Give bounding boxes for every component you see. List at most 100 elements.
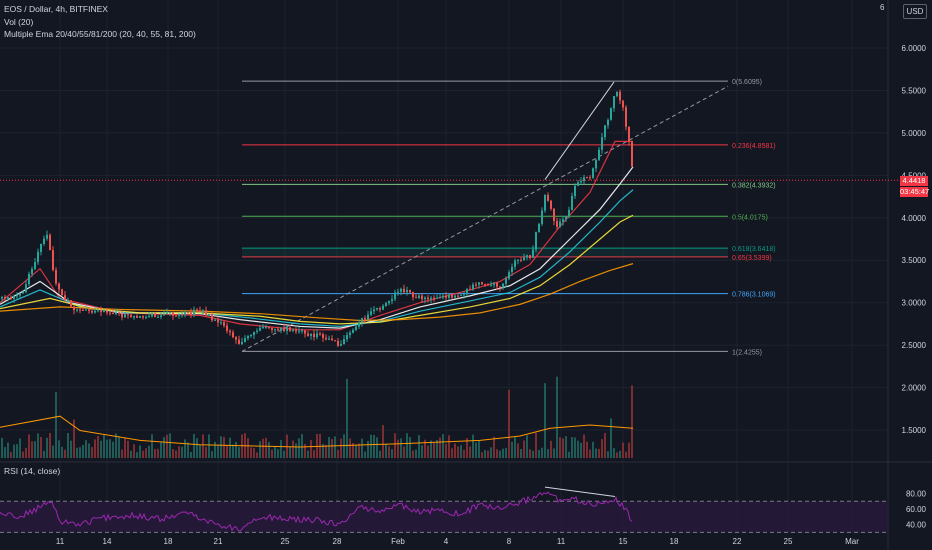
volume-bar bbox=[52, 445, 54, 458]
price-tick-label: 4.5000 bbox=[902, 171, 927, 180]
rsi-band bbox=[0, 501, 888, 533]
candle-body bbox=[343, 339, 345, 345]
candle-body bbox=[265, 326, 267, 328]
volume-bar bbox=[505, 448, 507, 458]
volume-bar bbox=[307, 450, 309, 458]
candle-body bbox=[301, 330, 303, 332]
volume-bar bbox=[325, 444, 327, 458]
volume-bar bbox=[601, 439, 603, 458]
candle-body bbox=[604, 125, 606, 138]
candle-body bbox=[355, 326, 357, 330]
volume-bar bbox=[421, 445, 423, 458]
volume-bar bbox=[481, 452, 483, 458]
volume-bar bbox=[427, 445, 429, 458]
volume-bar bbox=[112, 441, 114, 458]
candle-body bbox=[574, 185, 576, 196]
volume-bar bbox=[388, 446, 390, 458]
currency-button[interactable]: USD bbox=[903, 4, 927, 19]
symbol-legend[interactable]: EOS / Dollar, 4h, BITFINEX bbox=[4, 4, 108, 14]
candle-body bbox=[418, 295, 420, 299]
candle-body bbox=[577, 182, 579, 186]
candle-body bbox=[322, 334, 324, 338]
time-tick-label: 15 bbox=[619, 537, 628, 546]
candle-body bbox=[412, 292, 414, 298]
volume-bar bbox=[241, 434, 243, 458]
volume-bar bbox=[145, 448, 147, 458]
volume-bar bbox=[184, 439, 186, 458]
volume-bar bbox=[535, 432, 537, 458]
volume-bar bbox=[70, 440, 72, 458]
candle-body bbox=[268, 326, 270, 329]
ema-line bbox=[0, 166, 634, 329]
candle-body bbox=[151, 313, 153, 317]
price-tick-label: 5.5000 bbox=[902, 86, 927, 95]
candle-body bbox=[508, 272, 510, 279]
candle-body bbox=[541, 210, 543, 224]
candle-body bbox=[535, 232, 537, 250]
volume-bar bbox=[13, 444, 15, 458]
candle-body bbox=[475, 284, 477, 286]
candle-body bbox=[277, 329, 279, 331]
candle-body bbox=[388, 301, 390, 304]
volume-bar bbox=[526, 435, 528, 458]
volume-bar bbox=[193, 433, 195, 458]
volume-bar bbox=[457, 446, 459, 458]
volume-bar bbox=[283, 450, 285, 458]
volume-bar bbox=[502, 448, 504, 458]
volume-bar bbox=[577, 440, 579, 458]
volume-bar bbox=[463, 450, 465, 458]
candle-body bbox=[457, 295, 459, 297]
rsi-legend[interactable]: RSI (14, close) bbox=[4, 466, 61, 476]
volume-legend[interactable]: Vol (20) bbox=[4, 17, 34, 27]
candle-body bbox=[97, 310, 99, 312]
time-tick-label: Feb bbox=[391, 537, 405, 546]
volume-bar bbox=[340, 438, 342, 458]
candle-body bbox=[157, 316, 159, 318]
candle-body bbox=[226, 325, 228, 331]
candle-body bbox=[382, 305, 384, 310]
rsi-tick-label: 40.00 bbox=[906, 521, 927, 530]
candle-body bbox=[244, 338, 246, 342]
volume-bar bbox=[358, 443, 360, 458]
volume-bar bbox=[187, 442, 189, 458]
candle-body bbox=[262, 327, 264, 329]
candle-body bbox=[532, 249, 534, 258]
volume-bar bbox=[298, 438, 300, 458]
volume-bar bbox=[496, 449, 498, 458]
candle-body bbox=[385, 303, 387, 306]
volume-bar bbox=[328, 437, 330, 458]
price-tick-label: 3.0000 bbox=[902, 299, 927, 308]
volume-bar bbox=[529, 449, 531, 458]
candle-body bbox=[616, 91, 618, 97]
volume-bar bbox=[436, 440, 438, 458]
volume-bar bbox=[424, 439, 426, 458]
volume-bar bbox=[442, 434, 444, 458]
time-tick-label: 25 bbox=[784, 537, 793, 546]
time-tick-label: 11 bbox=[56, 537, 65, 546]
candle-body bbox=[40, 243, 42, 252]
rsi-tick-label: 80.00 bbox=[906, 489, 927, 498]
volume-bar bbox=[202, 434, 204, 458]
volume-bar bbox=[1, 437, 3, 458]
candle-body bbox=[16, 295, 18, 297]
volume-bar bbox=[310, 439, 312, 458]
candle-body bbox=[460, 294, 462, 296]
volume-bar bbox=[403, 446, 405, 458]
candle-body bbox=[463, 294, 465, 296]
volume-bar bbox=[271, 449, 273, 458]
volume-bar bbox=[175, 450, 177, 458]
volume-bar bbox=[550, 440, 552, 458]
candle-body bbox=[613, 96, 615, 109]
volume-bar bbox=[196, 438, 198, 458]
volume-bar bbox=[412, 450, 414, 458]
candle-body bbox=[85, 309, 87, 311]
volume-bar bbox=[352, 442, 354, 458]
candle-body bbox=[118, 312, 120, 314]
candle-body bbox=[349, 332, 351, 336]
time-tick-label: Mar bbox=[845, 537, 859, 546]
candle-body bbox=[250, 335, 252, 337]
candle-body bbox=[37, 251, 39, 263]
ema-legend[interactable]: Multiple Ema 20/40/55/81/200 (20, 40, 55… bbox=[4, 29, 196, 39]
candle-body bbox=[481, 282, 483, 285]
